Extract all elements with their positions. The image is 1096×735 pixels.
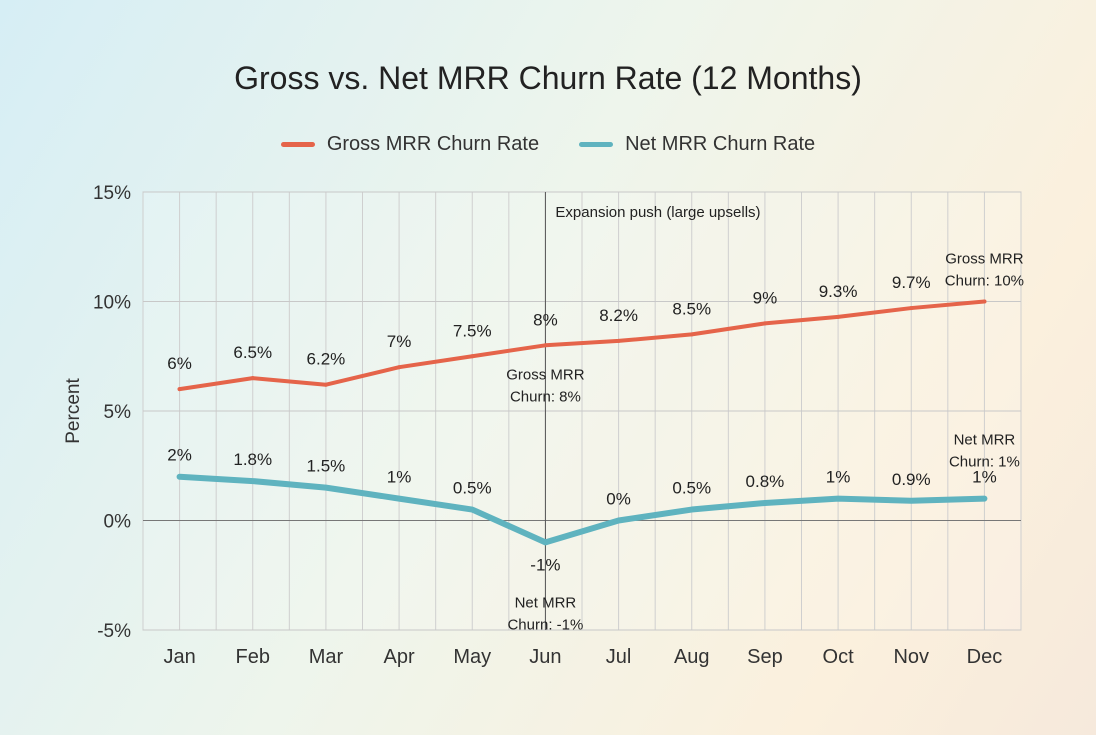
data-label: 6.5% <box>233 343 272 362</box>
x-tick-label: May <box>453 646 491 668</box>
data-point <box>616 338 621 343</box>
series-line-net <box>176 473 988 546</box>
x-tick-label: Aug <box>674 646 710 668</box>
annotation-callout: Churn: -1% <box>507 616 583 633</box>
data-label: 9.7% <box>892 273 931 292</box>
annotation-callout: Churn: 1% <box>949 454 1020 471</box>
x-tick-label: Apr <box>384 646 415 668</box>
data-point <box>543 540 548 545</box>
data-point <box>250 479 255 484</box>
data-point <box>762 321 767 326</box>
chart-title: Gross vs. Net MRR Churn Rate (12 Months) <box>234 60 862 96</box>
annotation-callout: Gross MRR <box>945 251 1024 268</box>
data-point <box>323 485 328 490</box>
annotation-text: Expansion push (large upsells) <box>555 204 760 221</box>
legend-item-net[interactable]: Net MRR Churn Rate <box>579 133 815 156</box>
data-point <box>470 354 475 359</box>
series-line-gross <box>177 299 987 392</box>
y-tick-label: 0% <box>104 512 132 533</box>
legend-item-gross[interactable]: Gross MRR Churn Rate <box>280 133 540 156</box>
legend: Gross MRR Churn Rate Net MRR Churn Rate <box>0 133 1096 156</box>
data-point <box>909 306 914 311</box>
data-label: 9.3% <box>819 282 858 301</box>
data-point <box>397 496 402 501</box>
x-tick-label: Feb <box>236 646 270 668</box>
x-tick-label: Nov <box>893 646 929 668</box>
annotation-callout: Churn: 8% <box>510 388 581 405</box>
data-label: 1% <box>387 468 412 487</box>
data-label: 0.5% <box>453 479 492 498</box>
y-tick-label: 5% <box>104 402 132 423</box>
data-label: 6.2% <box>307 350 346 369</box>
legend-label-net: Net MRR Churn Rate <box>625 133 816 155</box>
data-point <box>836 314 841 319</box>
data-label: 1.8% <box>233 450 272 469</box>
data-label: 6% <box>167 354 192 373</box>
data-point <box>177 474 182 479</box>
data-label: 8% <box>533 310 558 329</box>
data-point <box>177 387 182 392</box>
data-point <box>762 500 767 505</box>
y-tick-label: -5% <box>97 621 131 642</box>
data-label: 0.9% <box>892 470 931 489</box>
legend-label-gross: Gross MRR Churn Rate <box>326 133 540 155</box>
data-label: 1.5% <box>307 457 346 476</box>
x-tick-label: Jun <box>529 646 561 668</box>
x-tick-label: Sep <box>747 646 783 668</box>
annotation-callout: Net MRR <box>954 432 1016 449</box>
annotation-callout: Gross MRR <box>506 366 585 383</box>
data-point <box>323 382 328 387</box>
data-point <box>836 496 841 501</box>
data-point <box>982 496 987 501</box>
data-label: 0.8% <box>746 472 785 491</box>
data-label: 0.5% <box>672 479 711 498</box>
data-label: -1% <box>530 555 560 574</box>
x-tick-label: Oct <box>823 646 855 668</box>
x-tick-label: Jan <box>163 646 195 668</box>
data-point <box>470 507 475 512</box>
data-label: 1% <box>972 468 997 487</box>
y-tick-label: 10% <box>93 293 131 314</box>
annotation-callout: Net MRR <box>515 594 577 611</box>
data-label: 8.5% <box>672 299 711 318</box>
data-point <box>616 518 621 523</box>
y-tick-label: 15% <box>93 183 131 204</box>
legend-swatch-net <box>579 142 614 147</box>
data-point <box>250 376 255 381</box>
data-label: 8.2% <box>599 306 638 325</box>
data-label: 7.5% <box>453 321 492 340</box>
y-axis-label: Percent <box>63 378 84 444</box>
legend-swatch-gross <box>280 142 315 147</box>
data-label: 7% <box>387 332 412 351</box>
data-point <box>689 332 694 337</box>
annotation-callout: Churn: 10% <box>945 273 1024 290</box>
data-label: 9% <box>753 288 778 307</box>
data-point <box>909 498 914 503</box>
data-point <box>689 507 694 512</box>
data-label: 1% <box>826 468 851 487</box>
data-point <box>982 299 987 304</box>
data-point <box>543 343 548 348</box>
x-tick-label: Jul <box>606 646 632 668</box>
data-point <box>397 365 402 370</box>
data-label: 0% <box>606 490 631 509</box>
data-label: 2% <box>167 446 192 465</box>
x-tick-label: Mar <box>309 646 344 668</box>
x-tick-label: Dec <box>967 646 1003 668</box>
